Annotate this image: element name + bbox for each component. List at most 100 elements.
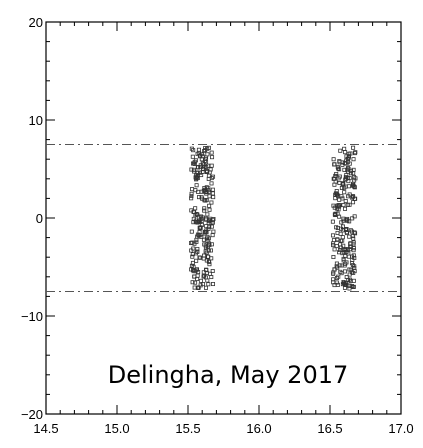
data-point xyxy=(206,163,211,168)
ticks xyxy=(45,21,402,415)
data-point xyxy=(210,191,215,196)
data-point xyxy=(195,232,200,237)
data-point xyxy=(195,246,200,251)
data-point xyxy=(194,183,199,188)
data-point xyxy=(196,285,201,290)
data-point xyxy=(193,280,198,285)
y-tick-label: −10 xyxy=(21,309,43,324)
data-point xyxy=(189,267,194,272)
data-point xyxy=(338,248,343,253)
data-point xyxy=(346,254,351,259)
data-point xyxy=(203,249,208,254)
data-point xyxy=(346,251,351,256)
data-point xyxy=(346,194,351,199)
data-point xyxy=(201,270,206,275)
data-point xyxy=(211,229,216,234)
data-point xyxy=(209,256,214,261)
x-tick-label: 15.0 xyxy=(104,421,129,436)
data-point xyxy=(201,274,206,279)
data-point xyxy=(200,154,205,159)
data-point xyxy=(337,203,342,208)
data-point xyxy=(332,182,337,187)
data-point xyxy=(338,269,343,274)
data-point xyxy=(353,176,358,181)
data-point xyxy=(351,145,356,150)
data-point xyxy=(343,206,348,211)
data-point xyxy=(203,285,208,290)
data-point xyxy=(195,212,200,217)
data-point xyxy=(334,244,339,249)
data-point xyxy=(206,282,211,287)
data-point xyxy=(344,217,349,222)
data-point xyxy=(342,269,347,274)
y-tick-label: 10 xyxy=(29,113,43,128)
data-point xyxy=(336,207,341,212)
data-point xyxy=(346,154,351,159)
data-point xyxy=(330,219,335,224)
data-point xyxy=(351,270,356,275)
data-point xyxy=(344,176,349,181)
data-point xyxy=(195,276,200,281)
data-point xyxy=(338,148,343,153)
data-point xyxy=(339,194,344,199)
data-point xyxy=(197,225,202,230)
data-point xyxy=(203,148,208,153)
data-point xyxy=(194,237,199,242)
data-point xyxy=(331,238,336,243)
data-point xyxy=(197,255,202,260)
data-point xyxy=(204,228,209,233)
data-point xyxy=(201,237,206,242)
data-point xyxy=(193,206,198,211)
data-point xyxy=(189,191,194,196)
data-point xyxy=(334,189,339,194)
data-point xyxy=(345,218,350,223)
data-point xyxy=(335,192,340,197)
data-point xyxy=(348,278,353,283)
data-point xyxy=(335,203,340,208)
data-point xyxy=(330,233,335,238)
data-point xyxy=(341,280,346,285)
x-tick-labels: 14.5 15.0 15.5 16.0 16.5 17.0 xyxy=(33,421,413,436)
data-point xyxy=(202,206,207,211)
data-point xyxy=(337,160,342,165)
data-point xyxy=(196,150,201,155)
data-point xyxy=(347,176,352,181)
data-point xyxy=(332,162,337,167)
data-point xyxy=(350,234,355,239)
x-tick-label: 14.5 xyxy=(33,421,58,436)
data-point xyxy=(347,267,352,272)
data-point xyxy=(193,158,198,163)
y-tick-labels: −20 −10 0 10 20 xyxy=(21,15,43,422)
data-point xyxy=(196,220,201,225)
data-point xyxy=(332,205,337,210)
data-point xyxy=(350,183,355,188)
data-point xyxy=(192,285,197,290)
data-point xyxy=(194,211,199,216)
data-point xyxy=(205,244,210,249)
data-point xyxy=(337,250,342,255)
data-point xyxy=(343,184,348,189)
data-point xyxy=(342,146,347,151)
data-point xyxy=(207,262,212,267)
data-point xyxy=(352,265,357,270)
data-point xyxy=(351,278,356,283)
data-point xyxy=(346,166,351,171)
data-point xyxy=(343,150,348,155)
data-point xyxy=(336,166,341,171)
data-point xyxy=(337,197,342,202)
data-point xyxy=(342,167,347,172)
data-point xyxy=(198,170,203,175)
data-point xyxy=(195,220,200,225)
data-point xyxy=(190,254,195,259)
y-tick-label: 20 xyxy=(29,15,43,30)
data-point xyxy=(338,231,343,236)
reference-lines xyxy=(46,144,401,292)
data-point xyxy=(196,270,201,275)
data-point xyxy=(331,280,336,285)
data-point xyxy=(190,240,195,245)
data-point xyxy=(210,233,215,238)
data-point xyxy=(340,235,345,240)
y-tick-label: 0 xyxy=(36,211,43,226)
data-point xyxy=(333,179,338,184)
